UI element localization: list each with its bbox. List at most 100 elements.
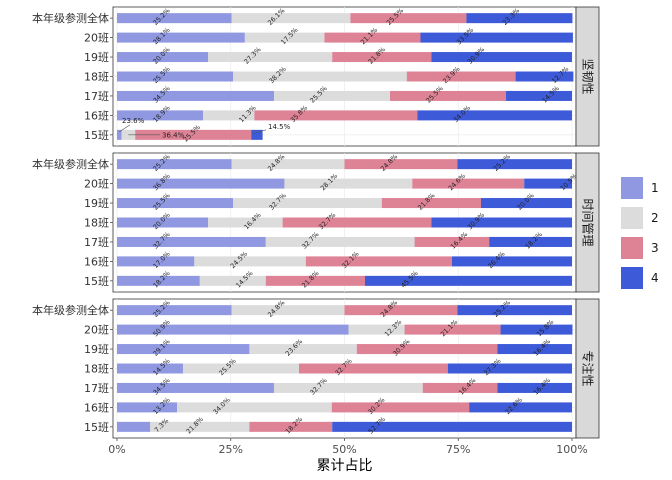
x-tick-label: 25%: [219, 443, 243, 456]
category-label: 17班: [84, 90, 109, 103]
bar-segment-1: [117, 13, 232, 24]
bar-segment-1: [117, 71, 234, 82]
bar-segment-2: [233, 198, 382, 209]
bar-segment-4: [431, 52, 572, 63]
category-label: 16班: [84, 109, 109, 122]
bar-segment-3: [356, 344, 498, 355]
bar-segment-1: [117, 178, 285, 189]
bar-segment-3: [254, 110, 418, 121]
bar-segment-1: [117, 275, 200, 286]
bar-segment-4: [420, 32, 573, 43]
x-tick-label: 50%: [332, 443, 356, 456]
bar-segment-2: [284, 178, 413, 189]
data-label: 14.5%: [268, 123, 291, 131]
bar-segment-1: [117, 198, 234, 209]
category-label: 17班: [84, 236, 109, 249]
label-leader: [119, 124, 131, 133]
bar-segment-4: [524, 178, 572, 189]
bar-segment-2: [150, 421, 250, 432]
bar-segment-1: [117, 344, 250, 355]
facet-strip-label: 时间管理: [581, 198, 596, 246]
bar-segment-2: [194, 256, 306, 267]
bar-segment-3: [350, 13, 467, 24]
facet-strip: [575, 6, 600, 147]
bar-segment-4: [469, 402, 572, 413]
bar-segment-1: [117, 382, 274, 393]
bar-segment-2: [265, 236, 415, 247]
bar-segment-3: [135, 129, 252, 140]
bar-segment-3: [324, 32, 421, 43]
bar-segment-3: [331, 402, 470, 413]
bar-segment-4: [500, 324, 573, 335]
bar-segment-1: [117, 402, 178, 413]
legend-label: 4: [651, 271, 659, 285]
bar-segment-4: [364, 275, 572, 286]
bar-segment-2: [273, 90, 390, 101]
bar-segment-3: [381, 198, 481, 209]
facet-strip-label: 坚韧性: [581, 58, 595, 94]
category-label: 本年级参测全体: [32, 303, 109, 317]
bar-segment-3: [282, 217, 432, 228]
bar-segment-4: [417, 110, 572, 121]
legend-key-2: [621, 207, 643, 229]
category-label: 18班: [84, 217, 109, 230]
bar-segment-4: [506, 90, 572, 101]
bar-segment-2: [208, 52, 333, 63]
bar-segment-4: [497, 344, 572, 355]
bar-segment-3: [249, 421, 333, 432]
bar-segment-1: [117, 90, 274, 101]
bar-segment-1: [117, 256, 195, 267]
bar-segment-1: [117, 110, 203, 121]
category-label: 20班: [84, 178, 109, 191]
bar-segment-1: [117, 159, 232, 170]
category-label: 15班: [84, 421, 109, 434]
category-label: 18班: [84, 71, 109, 84]
bar-segment-3: [414, 236, 490, 247]
bar-segment-4: [497, 382, 572, 393]
bar-segment-2: [231, 13, 351, 24]
data-label: 36.4%: [162, 131, 185, 139]
bar-segment-3: [406, 71, 516, 82]
category-label: 19班: [84, 51, 109, 64]
category-label: 15班: [84, 129, 109, 142]
bar-segment-4: [431, 217, 572, 228]
category-label: 20班: [84, 324, 109, 337]
bar-segment-3: [404, 324, 501, 335]
bar-segment-4: [481, 198, 572, 209]
category-label: 19班: [84, 343, 109, 356]
bar-segment-4: [451, 256, 572, 267]
bar-segment-1: [117, 305, 232, 316]
bar-segment-2: [348, 324, 405, 335]
legend-key-1: [621, 177, 643, 199]
category-label: 20班: [84, 32, 109, 45]
bar-segment-3: [305, 256, 452, 267]
bar-segment-2: [249, 344, 357, 355]
bar-segment-2: [199, 275, 266, 286]
bar-segment-1: [117, 52, 208, 63]
x-tick-label: 100%: [556, 443, 587, 456]
category-label: 18班: [84, 363, 109, 376]
legend-label: 1: [651, 181, 659, 195]
category-label: 16班: [84, 401, 109, 414]
legend-label: 2: [651, 211, 659, 225]
bar-segment-2: [273, 382, 423, 393]
facet-strip-label: 专注性: [581, 350, 596, 386]
bar-segment-1: [117, 32, 245, 43]
facet-strip: [575, 152, 600, 293]
category-label: 本年级参测全体: [32, 157, 109, 171]
label-leader: [252, 129, 267, 135]
bar-segment-4: [447, 363, 572, 374]
category-label: 15班: [84, 275, 109, 288]
x-axis-title: 累计占比: [317, 458, 373, 474]
x-tick-label: 75%: [446, 443, 470, 456]
category-label: 本年级参测全体: [32, 11, 109, 25]
bar-segment-1: [117, 363, 183, 374]
bar-segment-3: [265, 275, 365, 286]
bar-segment-4: [466, 13, 573, 24]
bar-segment-2: [177, 402, 332, 413]
bar-segment-1: [117, 129, 122, 140]
bar-segment-2: [182, 363, 299, 374]
bar-segment-4: [489, 236, 572, 247]
category-label: 16班: [84, 255, 109, 268]
bar-segment-2: [231, 159, 345, 170]
